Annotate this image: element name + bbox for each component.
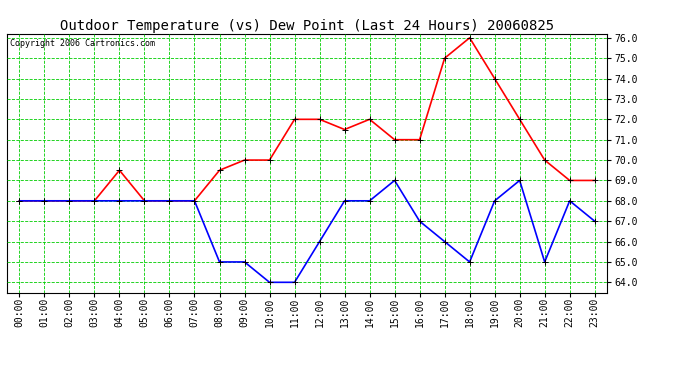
Text: Copyright 2006 Cartronics.com: Copyright 2006 Cartronics.com (10, 39, 155, 48)
Title: Outdoor Temperature (vs) Dew Point (Last 24 Hours) 20060825: Outdoor Temperature (vs) Dew Point (Last… (60, 19, 554, 33)
